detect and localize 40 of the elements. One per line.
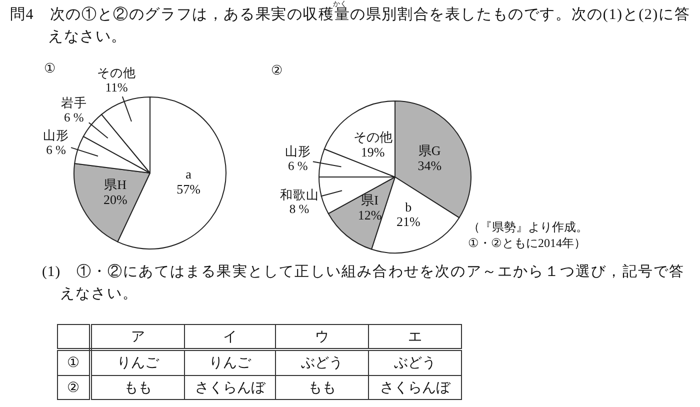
text: （『県勢』より作成。 ①・②ともに2014年） xyxy=(468,219,588,252)
data-label: 20% xyxy=(103,192,128,208)
data-label: 21% xyxy=(396,214,420,230)
data-label: 6 % xyxy=(64,110,84,125)
category-label: エ xyxy=(368,324,462,350)
category-label: ウ xyxy=(276,324,368,350)
text: ぶどう xyxy=(394,356,436,371)
slice-label: その他 xyxy=(353,129,392,144)
slice-label: その他 xyxy=(97,66,136,80)
data-label: 6 % xyxy=(46,143,66,158)
category-label: ② xyxy=(67,380,80,396)
slice-label: a xyxy=(186,166,192,182)
text: もも xyxy=(124,380,152,396)
data-label: 19% xyxy=(360,144,385,160)
data-label: 12% xyxy=(358,207,382,222)
data-label: 6 % xyxy=(288,159,308,174)
text: りんご xyxy=(209,356,251,371)
text: さくらんぼ xyxy=(380,380,450,396)
category-label: ア xyxy=(90,324,184,350)
chart-title: ② xyxy=(271,62,283,78)
slice-label: 県H xyxy=(104,177,127,192)
chart-title: ① xyxy=(44,60,56,76)
slice-label: 山形 xyxy=(43,128,70,143)
text: もも xyxy=(308,380,336,396)
slice-label: 山形 xyxy=(284,144,311,159)
slice-label: 県G xyxy=(418,143,441,158)
text: りんご xyxy=(117,356,159,371)
text: (1) ①・②にあてはまる果実として正しい組み合わせを次のア～エから１つ選び，記号で答えなさい。 xyxy=(42,262,686,304)
data-label: 8 % xyxy=(289,202,310,216)
category-label: イ xyxy=(184,324,276,350)
data-label: 11% xyxy=(105,80,128,95)
slice-label: 和歌山 xyxy=(280,188,319,202)
data-label: 34% xyxy=(418,158,442,173)
text: ぶどう xyxy=(301,356,343,371)
slice-label: b xyxy=(405,199,412,214)
text: さくらんぼ xyxy=(195,380,265,396)
category-label: ① xyxy=(67,356,80,371)
data-label: 57% xyxy=(176,182,201,197)
slice-label: 県I xyxy=(361,192,378,208)
slice-label: 岩手 xyxy=(60,96,87,110)
